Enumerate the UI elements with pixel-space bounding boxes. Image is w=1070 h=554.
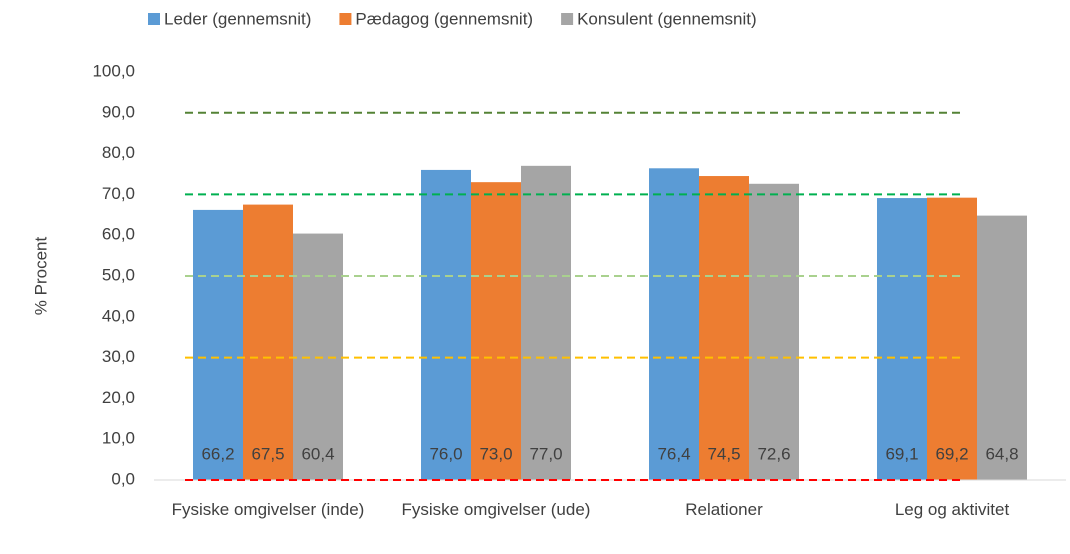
bar <box>927 197 977 480</box>
bar <box>877 198 927 480</box>
y-tick-label: 70,0 <box>102 184 135 203</box>
legend-swatch <box>339 13 352 25</box>
data-label: 66,2 <box>201 444 234 463</box>
data-label: 76,0 <box>429 444 462 463</box>
x-tick-label: Fysiske omgivelser (inde) <box>171 500 365 519</box>
bar <box>243 204 293 480</box>
data-label: 77,0 <box>529 444 562 463</box>
bar <box>699 176 749 481</box>
y-tick-label: 0,0 <box>111 469 135 488</box>
legend-swatch <box>561 13 574 25</box>
data-label: 60,4 <box>301 444 334 463</box>
y-tick-label: 40,0 <box>102 306 135 325</box>
y-tick-label: 50,0 <box>102 265 135 284</box>
x-tick-label: Fysiske omgivelser (ude) <box>401 500 591 519</box>
y-tick-label: 30,0 <box>102 347 135 366</box>
legend-label: Leder (gennemsnit) <box>164 9 311 28</box>
x-tick-label: Relationer <box>685 500 763 519</box>
bar <box>977 215 1027 480</box>
legend-swatch <box>148 13 160 25</box>
bar <box>749 183 799 481</box>
legend-label: Konsulent (gennemsnit) <box>577 9 757 28</box>
legend-label: Pædagog (gennemsnit) <box>355 9 533 28</box>
data-label: 76,4 <box>657 444 690 463</box>
data-label: 72,6 <box>757 444 790 463</box>
y-tick-label: 90,0 <box>102 102 135 121</box>
y-axis-label: % Procent <box>31 237 50 316</box>
bar <box>421 169 471 481</box>
data-label: 69,2 <box>935 444 968 463</box>
y-tick-label: 60,0 <box>102 225 135 244</box>
bar <box>521 165 571 480</box>
data-label: 64,8 <box>985 444 1018 463</box>
y-tick-label: 80,0 <box>102 143 135 162</box>
data-label: 69,1 <box>885 444 918 463</box>
data-label: 67,5 <box>251 444 284 463</box>
x-tick-label: Leg og aktivitet <box>894 500 1010 519</box>
data-label: 74,5 <box>707 444 740 463</box>
y-tick-label: 20,0 <box>102 388 135 407</box>
data-label: 73,0 <box>479 444 512 463</box>
y-tick-label: 100,0 <box>92 61 135 80</box>
bar <box>649 168 699 480</box>
y-tick-label: 10,0 <box>102 429 135 448</box>
bar <box>193 209 243 481</box>
bar <box>471 182 521 480</box>
